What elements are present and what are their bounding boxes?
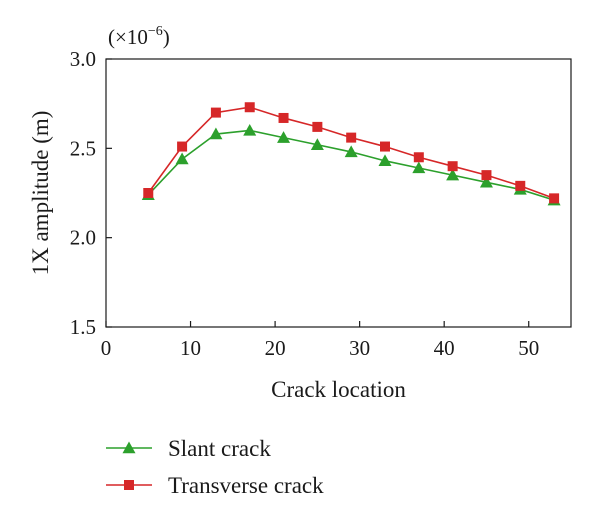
- data-point: [310, 138, 324, 150]
- data-point: [143, 188, 154, 198]
- data-point: [175, 152, 189, 165]
- data-point: [549, 193, 560, 204]
- data-point: [378, 154, 392, 167]
- x-tick-label: 50: [518, 336, 539, 360]
- legend: Slant crack Transverse crack: [106, 436, 324, 498]
- x-tick-label: 40: [434, 336, 455, 360]
- y-multiplier-prefix: (×10: [108, 25, 148, 49]
- legend-entry: Slant crack: [106, 436, 271, 461]
- legend-entry: Transverse crack: [106, 473, 324, 498]
- legend-marker: [122, 441, 136, 454]
- data-point: [243, 123, 257, 136]
- data-point: [481, 170, 492, 181]
- series-transverse-crack: [143, 102, 560, 204]
- data-point: [277, 131, 291, 143]
- y-axis-label: 1X amplitude (m): [28, 111, 53, 276]
- data-point: [210, 107, 221, 118]
- data-point: [344, 145, 358, 158]
- y-multiplier-exponent: −6: [148, 24, 163, 39]
- data-point: [515, 180, 526, 191]
- data-point: [278, 112, 289, 123]
- series-slant-crack: [141, 123, 561, 206]
- series-layer: [141, 102, 561, 206]
- data-point: [244, 102, 255, 113]
- data-point: [209, 127, 223, 140]
- data-point: [447, 161, 458, 172]
- y-multiplier-suffix: ): [163, 25, 170, 49]
- data-point: [380, 141, 390, 152]
- y-tick-label: 2.0: [70, 226, 96, 250]
- plot-frame: [105, 58, 572, 328]
- legend-label: Slant crack: [168, 436, 271, 461]
- x-axis-label: Crack location: [271, 377, 406, 402]
- y-tick-label: 3.0: [70, 47, 96, 71]
- y-tick-label: 2.5: [70, 136, 96, 160]
- legend-marker: [124, 480, 134, 490]
- data-point: [413, 152, 424, 163]
- x-tick-label: 30: [349, 336, 370, 360]
- y-tick-label: 1.5: [70, 315, 96, 339]
- data-point: [346, 132, 357, 143]
- data-point: [312, 121, 323, 132]
- data-point: [446, 168, 460, 181]
- data-point: [412, 161, 426, 174]
- x-tick-label: 20: [265, 336, 286, 360]
- data-point: [479, 175, 493, 188]
- x-axis: 0 10 20 30 40 50: [101, 321, 539, 360]
- y-axis: 1.5 2.0 2.5 3.0: [70, 47, 112, 339]
- x-tick-label: 10: [180, 336, 201, 360]
- legend-label: Transverse crack: [168, 473, 324, 498]
- y-multiplier-label: (×10−6): [108, 24, 170, 49]
- x-tick-label: 0: [101, 336, 112, 360]
- data-point: [177, 141, 188, 152]
